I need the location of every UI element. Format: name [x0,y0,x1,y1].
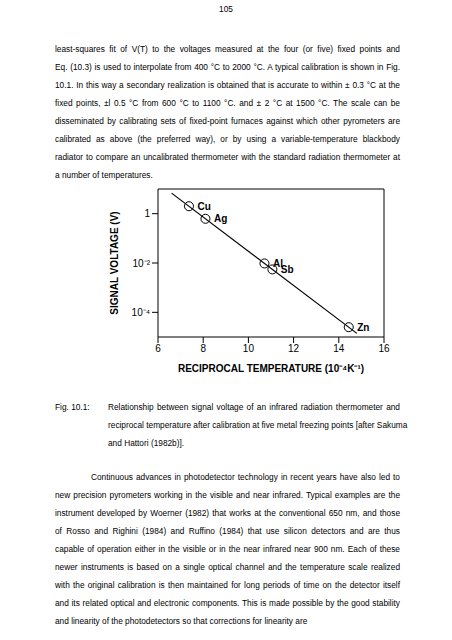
html-text:radiator to compare an uncalib: radiator to compare an uncalibrated ther… [55,152,400,162]
html-text:Eq. (10.3) is used to interpol: Eq. (10.3) is used to interpolate from 4… [55,62,400,72]
html-text:fixed points, ±l 0.5 °C from 6: fixed points, ±l 0.5 °C from 600 °C to 1… [55,98,400,108]
svg-text:Al: Al [273,258,283,269]
html-text:instrument developed by Woerne: instrument developed by Woerner (1982) t… [55,508,400,518]
html-text:with the original calibration: with the original calibration is then ma… [55,580,400,590]
html-text:least-squares fit of V(T) to t: least-squares fit of V(T) to the voltage… [55,44,400,54]
svg-text:10⁻²: 10⁻² [133,258,151,269]
html-text:calibrated as above (the prefe: calibrated as above (the preferred way),… [55,134,400,144]
html-text:and linearity of the photodete: and linearity of the photodetectors so t… [55,616,308,626]
html-text:Continuous advances in photode: Continuous advances in photodetector tec… [91,472,400,482]
html-text:disseminated by calibrating se: disseminated by calibrating sets of fixe… [55,116,400,126]
html-text:10.1. In this way a secondary: 10.1. In this way a secondary realizatio… [55,80,400,90]
html-text:105: 105 [219,4,233,14]
html-text:Fig. 10.1:: Fig. 10.1: [55,402,90,412]
svg-text:10: 10 [243,343,255,354]
html-text:and Hattori (1982b)].: and Hattori (1982b)]. [108,438,185,448]
svg-text:SIGNAL VOLTAGE (V): SIGNAL VOLTAGE (V) [109,211,120,314]
svg-text:RECIPROCAL TEMPERATURE (10⁻⁴K⁻: RECIPROCAL TEMPERATURE (10⁻⁴K⁻¹) [178,363,364,374]
html-text:new precision pyrometers worki: new precision pyrometers working in the … [55,490,400,500]
html-text:of Rosso and Righini (1984) an: of Rosso and Righini (1984) and Ruffino … [55,526,400,536]
svg-text:8: 8 [200,343,206,354]
svg-text:14: 14 [333,343,345,354]
html-text:reciprocal temperature after c: reciprocal temperature after calibration… [108,420,408,430]
svg-text:Cu: Cu [197,201,210,212]
svg-text:Sb: Sb [281,264,294,275]
html-text:and its related optical and el: and its related optical and electronic c… [55,598,400,608]
svg-text:16: 16 [378,343,390,354]
html-text:newer instruments is based on: newer instruments is based on a single o… [55,562,400,572]
svg-text:10⁻⁴: 10⁻⁴ [132,307,150,318]
html-text:capable of operation either in: capable of operation either in the visib… [55,544,400,554]
svg-text:1: 1 [144,208,150,219]
svg-text:Ag: Ag [214,213,227,224]
html-text:Relationship between signal vo: Relationship between signal voltage of a… [108,402,400,412]
html-text:a number of temperatures.: a number of temperatures. [55,170,153,180]
svg-text:6: 6 [155,343,161,354]
svg-text:12: 12 [288,343,300,354]
svg-text:Zn: Zn [357,322,369,333]
